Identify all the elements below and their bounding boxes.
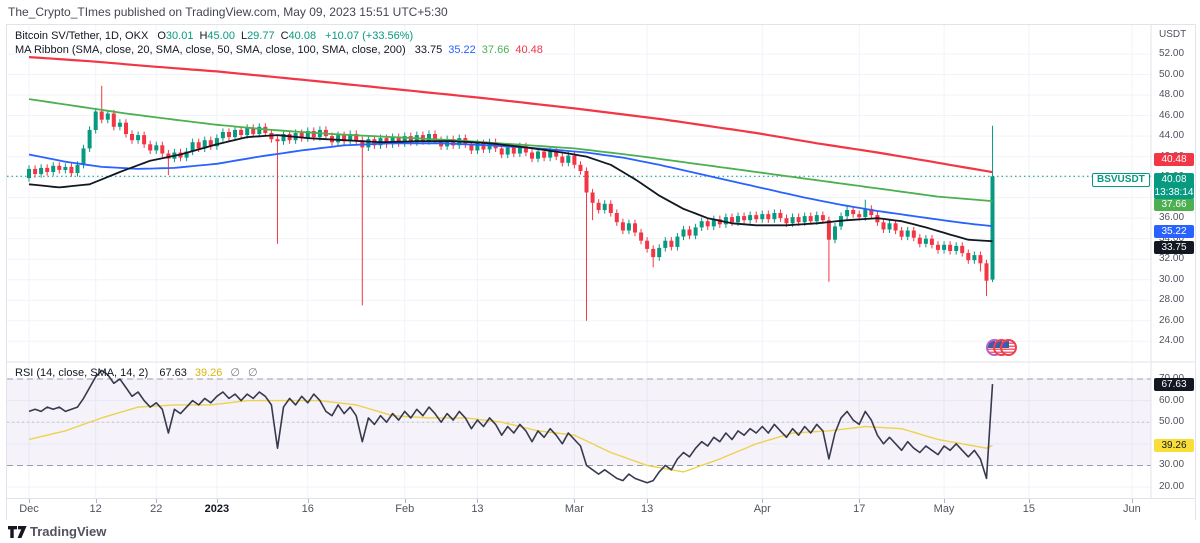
time-tick-mark	[95, 499, 97, 503]
rsi-tick: 20.00	[1159, 481, 1185, 493]
ma-value: 40.48	[515, 44, 543, 56]
price-tick: 36.00	[1159, 212, 1185, 224]
flag-sticker-icon	[1000, 339, 1017, 356]
ohlc-label: C	[280, 30, 289, 42]
rsi-tick: 60.00	[1159, 394, 1185, 406]
time-tick-mark	[1131, 499, 1133, 503]
ohlc-value: 30.01	[165, 30, 194, 42]
footer: TradingView	[0, 520, 1200, 543]
flag-emoji-stickers	[986, 339, 1017, 356]
time-tick-mark	[156, 499, 158, 503]
ohlc-value: 45.00	[207, 30, 235, 42]
price-tick: 28.00	[1159, 294, 1185, 306]
time-tick-mark	[1028, 499, 1030, 503]
time-tick-label: Jun	[1123, 503, 1141, 515]
time-tick-mark	[574, 499, 576, 503]
tradingview-brand[interactable]: TradingView	[30, 524, 107, 539]
price-tick: 46.00	[1159, 109, 1185, 121]
last-price-badge: 40.08 13:38:14	[1154, 172, 1194, 199]
change-value: +10.07 (+33.56%)	[325, 30, 414, 42]
ma-ribbon-legend-row: MA Ribbon (SMA, close, 20, SMA, close, 5…	[15, 43, 543, 57]
price-tick: 24.00	[1159, 335, 1185, 347]
ma-ribbon-values: 33.75 35.22 37.66 40.48	[409, 44, 543, 56]
tradingview-logo-icon[interactable]	[8, 525, 27, 539]
time-tick-label: 15	[1022, 503, 1036, 515]
chart-canvas[interactable]	[7, 25, 1195, 498]
time-tick-mark	[944, 499, 946, 503]
time-tick-label: 12	[89, 503, 102, 515]
chart-legend: Bitcoin SV/Tether, 1D, OKX O30.01 H45.00 L…	[15, 29, 543, 57]
symbol-price-tag[interactable]: BSVUSDT	[1092, 173, 1150, 187]
ma-value: 35.22	[448, 44, 476, 56]
price-tick: 44.00	[1159, 130, 1185, 142]
price-badge: 35.22	[1154, 224, 1194, 238]
ma-value: 37.66	[481, 44, 510, 56]
price-tick: 30.00	[1159, 273, 1185, 285]
time-tick-label: Apr	[753, 503, 771, 515]
ma-ribbon-title[interactable]: MA Ribbon (SMA, close, 20, SMA, close, 5…	[15, 44, 406, 56]
sma200-line	[28, 56, 993, 174]
ohlc-label: L	[240, 30, 248, 42]
rsi-value: ∅	[248, 367, 258, 379]
time-tick-mark	[859, 499, 861, 503]
time-tick-mark	[216, 499, 218, 503]
time-tick-label: Mar	[564, 503, 584, 515]
candlesticks	[27, 85, 995, 321]
chart-frame: Bitcoin SV/Tether, 1D, OKX O30.01 H45.00 L…	[6, 24, 1196, 521]
symbol-title[interactable]: Bitcoin SV/Tether, 1D, OKX	[15, 30, 149, 42]
rsi-value: ∅	[230, 367, 240, 379]
publish-attribution: The_Crypto_TImes published on TradingVie…	[8, 5, 448, 19]
time-tick-label: 17	[853, 503, 866, 515]
ohlc-value: 29.77	[247, 30, 275, 42]
price-badge: 40.48	[1154, 152, 1194, 166]
rsi-line	[28, 369, 994, 484]
ohlc-label: H	[199, 30, 208, 42]
time-axis[interactable]: Dec 12 22 2023 16 Feb 13 Mar 13 Apr 17 May 15 Jun	[7, 498, 1195, 521]
price-tick: 34.00	[1159, 232, 1185, 244]
publish-header: The_Crypto_TImes published on TradingVie…	[0, 0, 1200, 24]
rsi-badge: 39.26	[1154, 438, 1194, 452]
price-badge: 37.66	[1154, 197, 1194, 211]
time-tick-label: Dec	[19, 503, 39, 515]
time-tick-mark	[307, 499, 309, 503]
sma100-line	[28, 98, 993, 202]
rsi-badge: 67.63	[1154, 377, 1194, 391]
time-tick-mark	[762, 499, 764, 503]
price-badge: 33.75	[1154, 240, 1194, 254]
sma50-line	[28, 142, 993, 228]
time-tick-label: May	[933, 503, 955, 515]
bar-countdown: 13:38:14	[1154, 186, 1194, 198]
ohlc-value: 40.08	[288, 30, 317, 42]
time-tick-mark	[404, 499, 406, 503]
time-tick-label: Feb	[395, 503, 415, 515]
ohlc-label: O	[157, 30, 166, 42]
rsi-legend-row: RSI (14, close, SMA, 14, 2) 67.63 39.26 ∅ ∅	[15, 366, 262, 379]
time-tick-mark	[29, 499, 30, 503]
rsi-tick: 50.00	[1159, 416, 1185, 428]
price-tick: 32.00	[1159, 253, 1185, 265]
price-tick: 48.00	[1159, 89, 1185, 101]
rsi-value: 67.63	[159, 367, 187, 379]
last-price: 40.08	[1161, 173, 1187, 185]
rsi-title[interactable]: RSI (14, close, SMA, 14, 2)	[15, 367, 149, 379]
price-tick: 50.00	[1159, 68, 1185, 80]
symbol-legend-row: Bitcoin SV/Tether, 1D, OKX O30.01 H45.00 L…	[15, 29, 543, 43]
price-tick: 52.00	[1159, 48, 1185, 59]
sma20-line	[28, 134, 993, 243]
rsi-values: 67.63 39.26 ∅ ∅	[153, 367, 259, 379]
time-tick-mark	[477, 499, 479, 503]
time-tick-label: 2023	[204, 503, 230, 515]
time-tick-label: 13	[640, 503, 654, 515]
time-tick-label: 13	[471, 503, 484, 515]
price-tick: 26.00	[1159, 314, 1185, 326]
rsi-tick: 30.00	[1159, 459, 1185, 471]
time-tick-label: 22	[150, 503, 163, 515]
ma-value: 33.75	[414, 44, 443, 56]
ohlc-values: O30.01 H45.00 L29.77 C40.08	[151, 30, 316, 42]
time-tick-mark	[647, 499, 649, 503]
time-tick-label: 16	[301, 503, 314, 515]
rsi-value: 39.26	[194, 367, 223, 379]
price-axis-unit: USDT	[1159, 29, 1187, 40]
